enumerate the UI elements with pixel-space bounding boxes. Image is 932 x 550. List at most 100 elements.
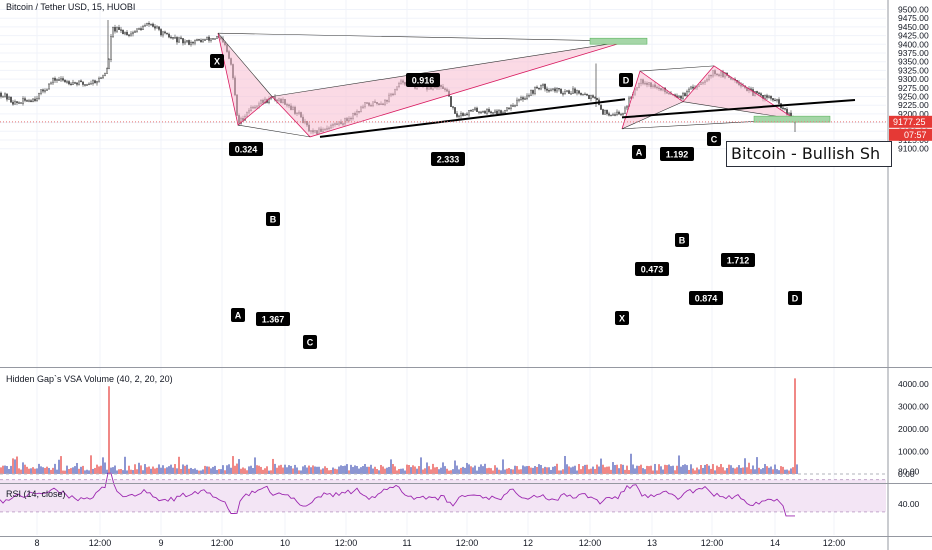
volume-bar <box>710 468 712 474</box>
volume-bar <box>4 465 6 474</box>
candle <box>606 109 608 116</box>
pattern-xd <box>217 32 628 42</box>
candle-body <box>574 88 576 94</box>
pattern-fill <box>218 33 272 126</box>
volume-bar <box>472 467 474 474</box>
candle <box>506 106 508 112</box>
candle-body <box>456 113 458 117</box>
candle <box>182 38 184 46</box>
volume-tick-label: 4000.00 <box>898 379 929 389</box>
candle <box>560 88 562 94</box>
candle <box>682 91 684 101</box>
candle-body <box>126 31 128 36</box>
ratio-label: 1.192 <box>666 150 689 160</box>
volume-bar <box>94 467 96 474</box>
volume-bar <box>358 468 360 474</box>
candle-body <box>686 91 688 97</box>
volume-bar <box>698 469 700 474</box>
volume-bar <box>682 465 684 474</box>
volume-bar <box>576 470 578 474</box>
target-zone[interactable] <box>753 115 831 123</box>
pattern-point-label: A <box>235 311 242 321</box>
volume-bar <box>378 470 380 474</box>
pattern-title-banner[interactable]: Bitcoin - Bullish Sh <box>726 141 892 167</box>
candle-body <box>468 110 470 116</box>
candle <box>468 110 470 118</box>
candle <box>516 97 518 107</box>
candle <box>542 83 544 89</box>
volume-bar <box>254 457 256 474</box>
volume-bar <box>330 470 332 474</box>
volume-bar <box>182 464 184 474</box>
candle <box>772 98 774 102</box>
volume-bar <box>56 469 58 474</box>
candle-body <box>770 95 772 99</box>
target-zone[interactable] <box>589 37 648 45</box>
volume-bar <box>754 469 756 474</box>
volume-bar <box>558 470 560 474</box>
volume-bar <box>260 466 262 474</box>
volume-bar <box>564 455 566 474</box>
candle <box>514 104 516 108</box>
harmonic-pattern[interactable]: X A B C D 1.192 0.473 1.712 0.874 <box>615 65 856 325</box>
candle-body <box>110 36 112 60</box>
volume-bar <box>778 470 780 474</box>
candle-body <box>26 100 28 102</box>
candle <box>480 110 482 115</box>
volume-bar <box>284 464 286 474</box>
volume-bar <box>314 466 316 474</box>
candle <box>466 112 468 116</box>
volume-bar <box>230 467 232 474</box>
trend-line[interactable] <box>319 98 626 138</box>
harmonic-patterns[interactable]: X A B C D 0.916 0.324 2.333 1.367 X A B C D 1.192 0.473… <box>210 32 856 349</box>
candle <box>210 38 212 43</box>
volume-bar <box>766 466 768 474</box>
volume-bar <box>266 466 268 474</box>
volume-bar <box>126 470 128 474</box>
candle <box>532 89 534 96</box>
ratio-badge <box>256 312 290 326</box>
candle-body <box>526 95 528 99</box>
candle-body <box>554 88 556 92</box>
volume-bar <box>270 470 272 474</box>
volume-bar <box>54 463 56 474</box>
candle <box>0 91 2 99</box>
candle <box>72 79 74 85</box>
volume-bar <box>752 465 754 474</box>
candle <box>176 36 178 45</box>
volume-bar <box>342 466 344 474</box>
candle-body <box>600 104 602 110</box>
candle <box>534 86 536 96</box>
pattern-point-label: B <box>679 236 686 246</box>
candle <box>596 97 598 101</box>
volume-bar <box>312 465 314 474</box>
volume-bar <box>586 464 588 474</box>
volume-bar <box>706 464 708 474</box>
volume-bar <box>634 468 636 474</box>
candle <box>124 31 126 36</box>
candle-body <box>74 82 76 84</box>
trend-line[interactable] <box>621 98 856 119</box>
volume-bar <box>246 470 248 474</box>
volume-bar <box>590 468 592 474</box>
candle-body <box>602 109 604 115</box>
harmonic-pattern[interactable]: X A B C D 0.916 0.324 2.333 1.367 <box>210 32 648 349</box>
volume-bar <box>498 469 500 474</box>
volume-bar <box>108 386 110 474</box>
volume-bar <box>344 465 346 474</box>
candle <box>174 34 176 39</box>
candle <box>38 92 40 101</box>
volume-bar <box>510 469 512 474</box>
volume-bar <box>196 469 198 474</box>
volume-bar <box>188 468 190 474</box>
candle-body <box>760 93 762 96</box>
candle <box>784 107 786 111</box>
candle-body <box>692 86 694 89</box>
volume-bar <box>556 463 558 474</box>
volume-bar <box>458 469 460 474</box>
candle-body <box>150 23 152 26</box>
volume-bar <box>262 469 264 474</box>
candle-body <box>52 78 54 84</box>
volume-bar <box>672 465 674 474</box>
candle-body <box>538 87 540 90</box>
